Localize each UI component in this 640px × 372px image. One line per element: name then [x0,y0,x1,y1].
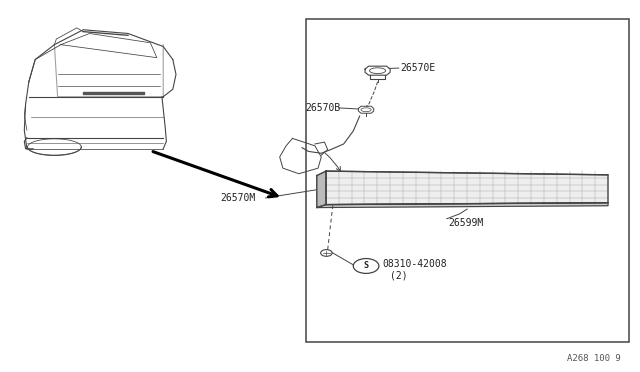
Text: 26570M: 26570M [221,193,256,203]
Text: 08310-42008: 08310-42008 [382,259,447,269]
Text: 26599M: 26599M [448,218,483,228]
Text: (2): (2) [390,270,408,280]
Polygon shape [326,171,608,205]
Bar [306,19,629,342]
Polygon shape [317,171,326,208]
Text: S: S [364,262,369,270]
Polygon shape [317,203,608,208]
Text: A268 100 9: A268 100 9 [567,354,621,363]
Text: 26570E: 26570E [401,63,436,73]
Text: 26570B: 26570B [305,103,340,113]
